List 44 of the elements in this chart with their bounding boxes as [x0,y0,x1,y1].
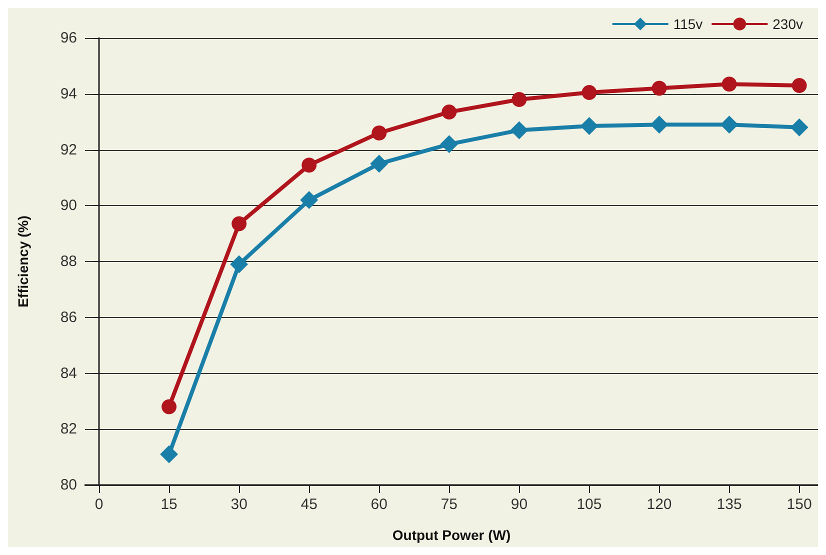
legend-label: 230v [772,16,803,32]
point [792,78,807,93]
y-tick-label: 84 [60,364,77,382]
point [230,255,248,274]
y-tick-label: 88 [60,253,77,270]
point [582,84,597,100]
y-tick-label: 86 [60,308,77,326]
y-tick-label: 94 [60,85,77,102]
x-tick-label: 90 [510,496,528,513]
y-tick-label: 80 [60,476,77,494]
x-tick-label: 105 [576,496,602,513]
point [650,116,668,134]
point [232,216,247,232]
x-tick-label: 45 [300,496,318,513]
point [372,125,387,140]
x-tick-label: 120 [646,496,672,513]
point [722,76,737,92]
legend-label: 115v [673,16,703,32]
y-tick-label: 90 [60,197,77,214]
x-tick-label: 30 [230,496,248,513]
point [720,116,738,134]
y-tick-label: 82 [60,420,77,438]
point [302,158,317,173]
x-tick-label: 75 [440,496,458,513]
point [442,104,457,120]
point [160,445,178,464]
point [162,399,177,414]
x-tick-label: 60 [370,496,388,513]
point [300,191,318,210]
point [440,135,458,154]
point [790,118,808,136]
point [510,121,528,140]
y-tick-label: 92 [60,141,77,158]
x-tick-label: 15 [160,496,178,513]
y-axis-title: Efficiency (%) [15,216,31,308]
point [652,80,667,96]
x-axis-title: Output Power (W) [392,527,511,543]
x-tick-label: 150 [786,496,812,513]
point [370,154,388,173]
x-tick-label: 135 [716,496,742,513]
point [512,92,527,107]
y-tick-label: 96 [60,30,77,46]
point [580,117,598,136]
x-tick-label: 0 [94,496,104,513]
